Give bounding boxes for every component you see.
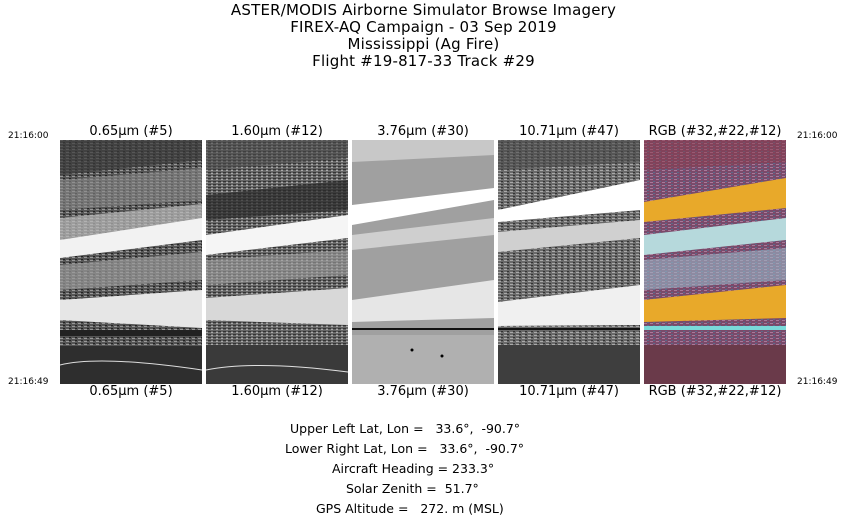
- panel-label-top-4: RGB (#32,#22,#12): [648, 124, 782, 139]
- solar-zenith: Solar Zenith = 51.7°: [346, 481, 479, 496]
- start-time-right: 21:16:00: [797, 131, 838, 141]
- upper-left-latlon: Upper Left Lat, Lon = 33.6°, -90.7°: [290, 421, 521, 436]
- panel-label-bottom-1: 1.60µm (#12): [231, 384, 323, 399]
- lower-right-latlon: Lower Right Lat, Lon = 33.6°, -90.7°: [285, 441, 525, 456]
- image-panel-10-71um: [498, 140, 640, 384]
- title-line-3: Mississippi (Ag Fire): [347, 35, 500, 53]
- title-block: ASTER/MODIS Airborne Simulator Browse Im…: [0, 2, 847, 70]
- panel-label-bottom-0: 0.65µm (#5): [89, 384, 173, 399]
- panel-label-top-3: 10.71µm (#47): [519, 124, 619, 139]
- aircraft-heading: Aircraft Heading = 233.3°: [332, 461, 495, 476]
- image-panel-3-76um: [352, 140, 494, 384]
- gps-altitude: GPS Altitude = 272. m (MSL): [316, 501, 504, 516]
- start-time-left: 21:16:00: [8, 131, 49, 141]
- title-line-4: Flight #19-817-33 Track #29: [312, 52, 535, 70]
- panel-label-top-0: 0.65µm (#5): [89, 124, 173, 139]
- image-panel-rgb: [644, 140, 786, 384]
- image-panel-0-65um: [60, 140, 202, 384]
- end-time-right: 21:16:49: [797, 377, 838, 387]
- panel-label-bottom-4: RGB (#32,#22,#12): [648, 384, 782, 399]
- panel-label-top-1: 1.60µm (#12): [231, 124, 323, 139]
- panel-label-bottom-2: 3.76µm (#30): [377, 384, 469, 399]
- end-time-left: 21:16:49: [8, 377, 49, 387]
- image-panel-1-60um: [206, 140, 348, 384]
- title-line-2: FIREX-AQ Campaign - 03 Sep 2019: [290, 18, 557, 36]
- panel-label-bottom-3: 10.71µm (#47): [519, 384, 619, 399]
- panel-label-top-2: 3.76µm (#30): [377, 124, 469, 139]
- title-line-1: ASTER/MODIS Airborne Simulator Browse Im…: [230, 1, 617, 19]
